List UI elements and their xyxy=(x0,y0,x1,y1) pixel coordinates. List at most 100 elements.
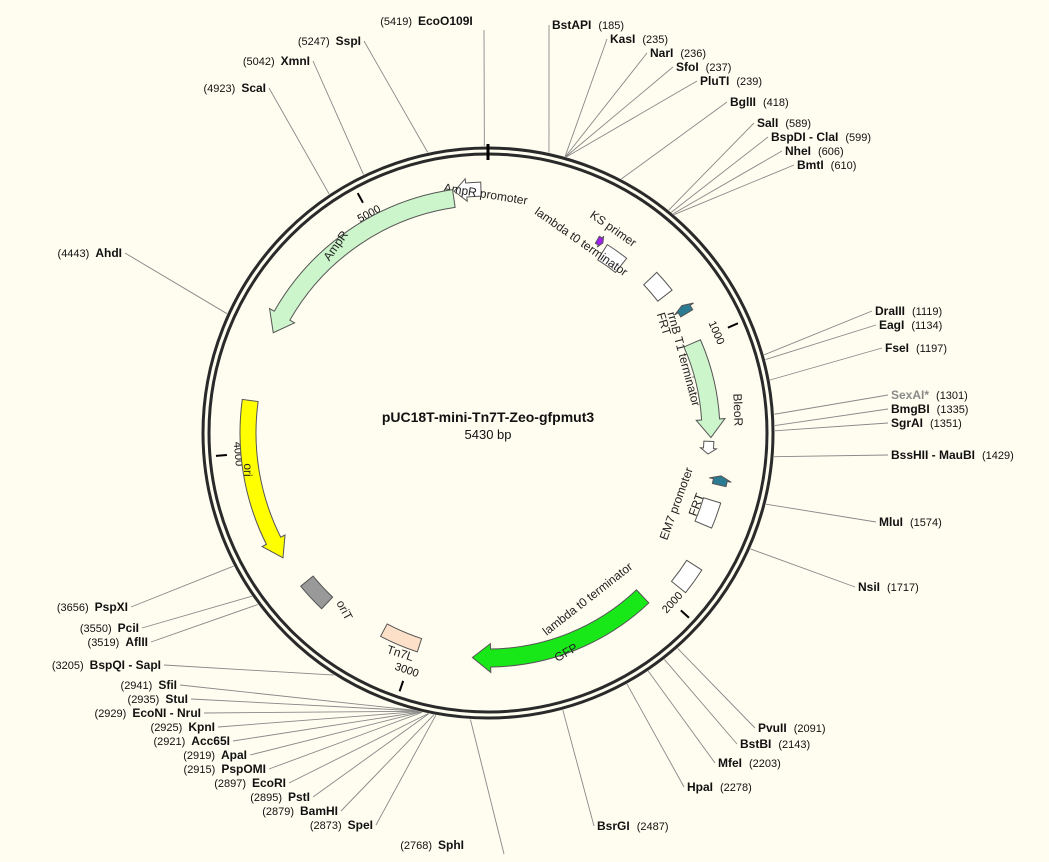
site-nari: NarI (236) xyxy=(650,46,706,60)
site-position: (1574) xyxy=(910,517,942,529)
site-leader xyxy=(763,310,873,356)
tick-mark xyxy=(215,453,228,457)
site-labels: (5419) EcoO109I BstAPI (185)KasI (235)NarI (2… xyxy=(52,14,1014,852)
site-name: SpeI xyxy=(348,818,373,832)
site-bsshii-maubi: BssHII - MauBI (1429) xyxy=(891,448,1014,462)
site-name: BamHI xyxy=(300,804,338,818)
site-ahdi: AhdI (4443) xyxy=(58,246,122,260)
site-name: EagI xyxy=(879,318,904,332)
feature-lambda-t0-2 xyxy=(670,559,703,594)
site-nhei: NheI (606) xyxy=(785,144,844,158)
feature-em7-promoter xyxy=(698,440,719,455)
site-position: (589) xyxy=(785,118,811,130)
site-name: EcoO109I xyxy=(418,14,473,28)
site-leader xyxy=(647,670,716,764)
site-position: (2143) xyxy=(778,739,810,751)
site-bspqi-sapi: BspQI - SapI (3205) xyxy=(52,658,161,672)
feature-orit xyxy=(299,575,334,610)
site-position: (1197) xyxy=(916,343,947,355)
feature-tn7l xyxy=(379,623,423,653)
site-position: (2919) xyxy=(183,750,215,762)
site-position: (1429) xyxy=(982,450,1014,462)
site-position: (236) xyxy=(680,48,706,60)
site-name: BstAPI xyxy=(552,18,591,32)
site-hpai: HpaI (2278) xyxy=(687,780,752,794)
site-name: FseI xyxy=(885,341,909,355)
site-position: (3550) xyxy=(80,623,112,635)
site-leader xyxy=(312,713,429,798)
site-name: BmtI xyxy=(797,158,824,172)
site-name: Acc65I xyxy=(191,734,230,748)
site-econi-nrui: EcoNI - NruI (2929) xyxy=(95,706,201,720)
site-leader xyxy=(566,80,698,158)
site-pspxi: PspXI (3656) xyxy=(57,600,128,614)
site-sexai: SexAI* (1301) xyxy=(891,388,968,402)
site-bstapi: BstAPI (185) xyxy=(552,18,624,32)
site-position: (2941) xyxy=(121,680,153,692)
site-leader xyxy=(673,164,795,215)
site-name: PvuII xyxy=(758,721,787,735)
site-name: AflII xyxy=(125,635,148,649)
site-name: SfoI xyxy=(676,60,699,74)
site-leader xyxy=(565,66,674,158)
feature-bleor xyxy=(683,339,727,439)
site-pluti: PluTI (239) xyxy=(700,74,762,88)
feature-label-bleor: BleoR xyxy=(730,393,745,426)
site-position: (2278) xyxy=(720,782,752,794)
site-acc65i: Acc65I (2921) xyxy=(154,734,231,748)
site-position: (5042) xyxy=(243,56,275,68)
site-nsii: NsiI (1717) xyxy=(858,580,919,594)
site-leader xyxy=(664,659,738,745)
site-leader xyxy=(179,684,414,711)
site-position: (1717) xyxy=(887,582,919,594)
site-name: PspXI xyxy=(95,600,128,614)
site-name: MluI xyxy=(879,515,903,529)
site-scai: ScaI (4923) xyxy=(204,81,266,95)
site-name: XmnI xyxy=(281,54,310,68)
site-name: NarI xyxy=(650,46,673,60)
site-leader xyxy=(672,150,783,215)
site-sspi: SspI (5247) xyxy=(298,34,361,48)
site-leader xyxy=(774,454,889,458)
site-position: (2203) xyxy=(749,758,781,770)
site-position: (5247) xyxy=(298,36,330,48)
tick-label: 3000 xyxy=(393,661,420,680)
feature-rrnb-t1 xyxy=(643,271,673,302)
site-name: NheI xyxy=(785,144,811,158)
site-bglii: BglII (418) xyxy=(730,95,789,109)
site-leader xyxy=(769,347,883,381)
tick-mark xyxy=(727,322,739,329)
site-leader xyxy=(765,503,877,523)
site-eagi: EagI (1134) xyxy=(879,318,942,332)
site-leader xyxy=(312,60,364,175)
site-leader xyxy=(765,324,877,361)
feature-label-frt-1: FRT xyxy=(654,311,674,338)
site-position: (2091) xyxy=(794,723,826,735)
site-xmni: XmnI (5042) xyxy=(243,54,310,68)
site-ecoo109i: (5419) EcoO109I xyxy=(380,14,473,28)
site-sfii: SfiI (2941) xyxy=(121,678,177,692)
site-bamhi: BamHI (2879) xyxy=(262,804,338,818)
feature-lambda-t0-1 xyxy=(597,243,628,274)
site-sphi: (2768) SphI xyxy=(400,838,464,852)
feature-lambda-t0-2a xyxy=(694,497,722,529)
site-position: (2929) xyxy=(95,708,127,720)
site-name: BspQI - SapI xyxy=(90,658,161,672)
site-position: (1301) xyxy=(936,390,968,402)
site-position: (610) xyxy=(831,160,857,172)
site-bmgbi: BmgBI (1335) xyxy=(891,402,968,416)
site-position: (239) xyxy=(736,76,762,88)
site-leader xyxy=(217,711,419,728)
site-leader xyxy=(340,714,435,812)
feature-label-lambda-t0-1: lambda t0 terminator xyxy=(532,204,630,279)
site-position: (2879) xyxy=(262,806,294,818)
site-leader xyxy=(150,604,259,643)
feature-label-orit: oriT xyxy=(333,598,355,623)
feature-label-amp-promoter: AmpR promoter xyxy=(443,181,529,208)
site-position: (237) xyxy=(706,62,732,74)
plasmid-size: 5430 bp xyxy=(465,427,512,442)
feature-frt-2 xyxy=(709,475,732,488)
feature-ori xyxy=(239,398,286,559)
site-name: StuI xyxy=(165,692,188,706)
